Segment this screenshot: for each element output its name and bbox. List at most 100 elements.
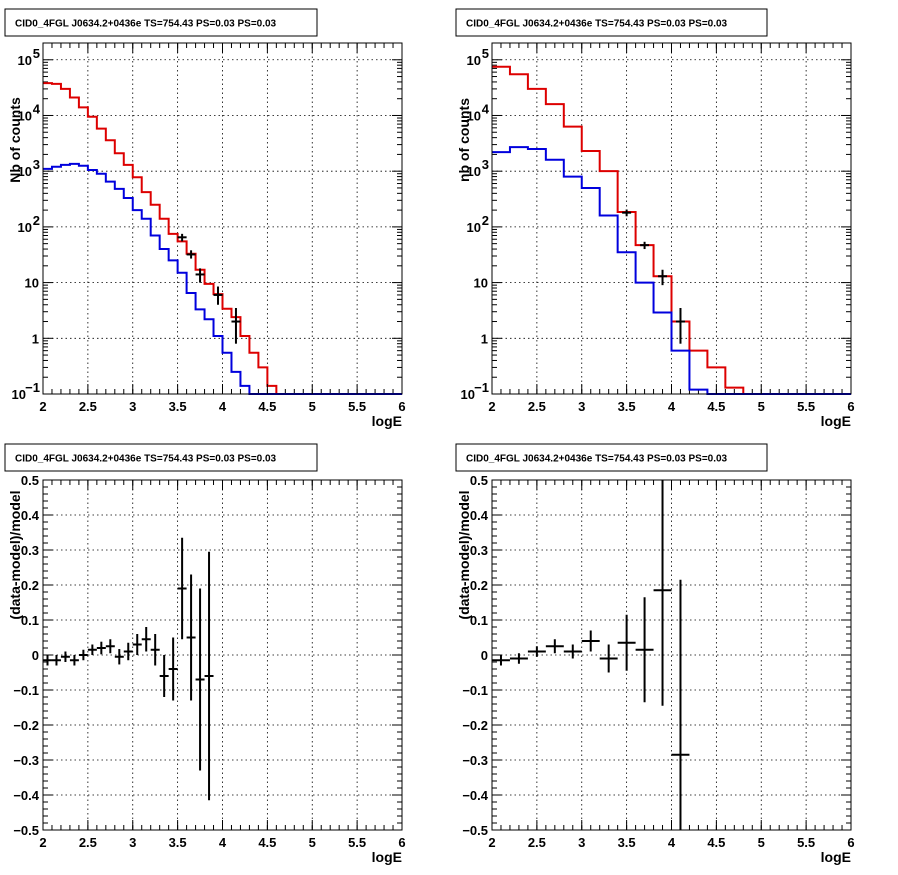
y-tick-label: 0.5: [470, 473, 488, 488]
y-tick-label: 10: [18, 53, 32, 68]
y-tick-label: 0.1: [21, 613, 39, 628]
x-tick-label: 4: [668, 835, 676, 850]
y-tick-label: −0.1: [462, 683, 488, 698]
y-tick-label: 10: [18, 108, 32, 123]
y-tick-label: 10: [12, 387, 26, 402]
x-tick-label: 4: [668, 399, 676, 414]
y-tick-exponent: 2: [482, 213, 489, 228]
y-tick-label: −0.5: [13, 823, 39, 838]
x-tick-label: 3: [578, 399, 585, 414]
y-tick-label: 10: [18, 164, 32, 179]
chart-title: CID0_4FGL J0634.2+0436e TS=754.43 PS=0.0…: [466, 19, 728, 30]
y-tick-label: 10: [467, 108, 481, 123]
y-tick-label: 10: [25, 276, 39, 291]
x-tick-label: 3.5: [618, 399, 636, 414]
x-tick-label: 5.5: [348, 835, 366, 850]
y-tick-label: 0.4: [470, 508, 489, 523]
y-tick-label: 0.2: [21, 578, 39, 593]
chart-panel-4: CID0_4FGL J0634.2+0436e TS=754.43 PS=0.0…: [455, 443, 855, 865]
x-tick-label: 5: [758, 835, 765, 850]
x-tick-label: 2: [488, 835, 495, 850]
x-tick-label: 5.5: [348, 399, 366, 414]
y-tick-label: −0.4: [13, 788, 39, 803]
x-tick-label: 4.5: [258, 399, 276, 414]
chart-title: CID0_4FGL J0634.2+0436e TS=754.43 PS=0.0…: [15, 19, 277, 30]
y-tick-exponent: 2: [33, 213, 40, 228]
title-box: [455, 8, 768, 37]
y-tick-label: 10: [474, 276, 488, 291]
x-tick-label: 5: [309, 835, 316, 850]
y-tick-label: 0.4: [21, 508, 40, 523]
x-tick-label: 6: [847, 835, 854, 850]
y-tick-label: −0.3: [462, 753, 488, 768]
y-tick-exponent: 5: [33, 46, 40, 61]
x-tick-label: 3: [129, 835, 136, 850]
x-tick-label: 4.5: [707, 835, 725, 850]
y-tick-exponent: −1: [25, 380, 40, 395]
y-tick-exponent: 3: [482, 157, 489, 172]
y-tick-label: 10: [467, 164, 481, 179]
y-tick-label: −0.4: [462, 788, 488, 803]
y-tick-label: 1: [481, 331, 488, 346]
x-tick-label: 3.5: [169, 399, 187, 414]
title-box: [455, 443, 768, 472]
y-tick-label: 0.5: [21, 473, 39, 488]
y-axis-title: Nb of counts: [7, 97, 23, 183]
y-tick-label: 0.3: [470, 543, 488, 558]
y-tick-exponent: 5: [482, 46, 489, 61]
y-tick-label: 0.1: [470, 613, 488, 628]
title-box: [4, 8, 318, 37]
title-box: [4, 443, 318, 472]
x-tick-label: 6: [398, 399, 405, 414]
histogram-blue: [492, 146, 851, 395]
x-axis-title: logE: [821, 413, 851, 429]
y-tick-label: 10: [467, 220, 481, 235]
y-axis-title: (data-model)/model: [456, 490, 472, 619]
x-tick-label: 4: [219, 835, 227, 850]
x-tick-label: 5: [758, 399, 765, 414]
x-tick-label: 2.5: [79, 399, 97, 414]
x-tick-label: 5.5: [797, 399, 815, 414]
y-axis-title: nb of counts: [456, 98, 472, 182]
x-tick-label: 2: [488, 399, 495, 414]
y-tick-label: −0.2: [13, 718, 39, 733]
y-tick-label: −0.2: [462, 718, 488, 733]
y-tick-label: 1: [32, 331, 39, 346]
y-tick-label: 10: [461, 387, 475, 402]
x-tick-label: 4.5: [707, 399, 725, 414]
x-tick-label: 6: [847, 399, 854, 414]
x-tick-label: 3.5: [618, 835, 636, 850]
y-tick-label: 0: [32, 648, 39, 663]
x-tick-label: 2: [39, 835, 46, 850]
x-axis-title: logE: [372, 849, 402, 865]
x-tick-label: 3.5: [169, 835, 187, 850]
x-axis-title: logE: [372, 413, 402, 429]
x-tick-label: 6: [398, 835, 405, 850]
y-tick-label: 0.3: [21, 543, 39, 558]
y-tick-exponent: 3: [33, 157, 40, 172]
y-tick-exponent: 4: [482, 101, 490, 116]
x-tick-label: 5: [309, 399, 316, 414]
x-tick-label: 4.5: [258, 835, 276, 850]
y-tick-exponent: 4: [33, 101, 41, 116]
chart-panel-1: CID0_4FGL J0634.2+0436e TS=754.43 PS=0.0…: [4, 8, 406, 429]
y-tick-label: 0: [481, 648, 488, 663]
y-tick-exponent: −1: [474, 380, 489, 395]
x-tick-label: 4: [219, 399, 227, 414]
chart-title: CID0_4FGL J0634.2+0436e TS=754.43 PS=0.0…: [466, 454, 728, 465]
y-tick-label: −0.5: [462, 823, 488, 838]
y-tick-label: 10: [467, 53, 481, 68]
x-tick-label: 2: [39, 399, 46, 414]
y-tick-label: 10: [18, 220, 32, 235]
x-tick-label: 3: [578, 835, 585, 850]
x-tick-label: 2.5: [528, 835, 546, 850]
y-tick-label: −0.1: [13, 683, 39, 698]
x-tick-label: 3: [129, 399, 136, 414]
x-tick-label: 2.5: [528, 399, 546, 414]
chart-panel-3: CID0_4FGL J0634.2+0436e TS=754.43 PS=0.0…: [4, 443, 406, 865]
y-tick-label: −0.3: [13, 753, 39, 768]
x-tick-label: 2.5: [79, 835, 97, 850]
y-axis-title: (data-model)/model: [7, 490, 23, 619]
chart-panel-2: CID0_4FGL J0634.2+0436e TS=754.43 PS=0.0…: [455, 8, 855, 429]
